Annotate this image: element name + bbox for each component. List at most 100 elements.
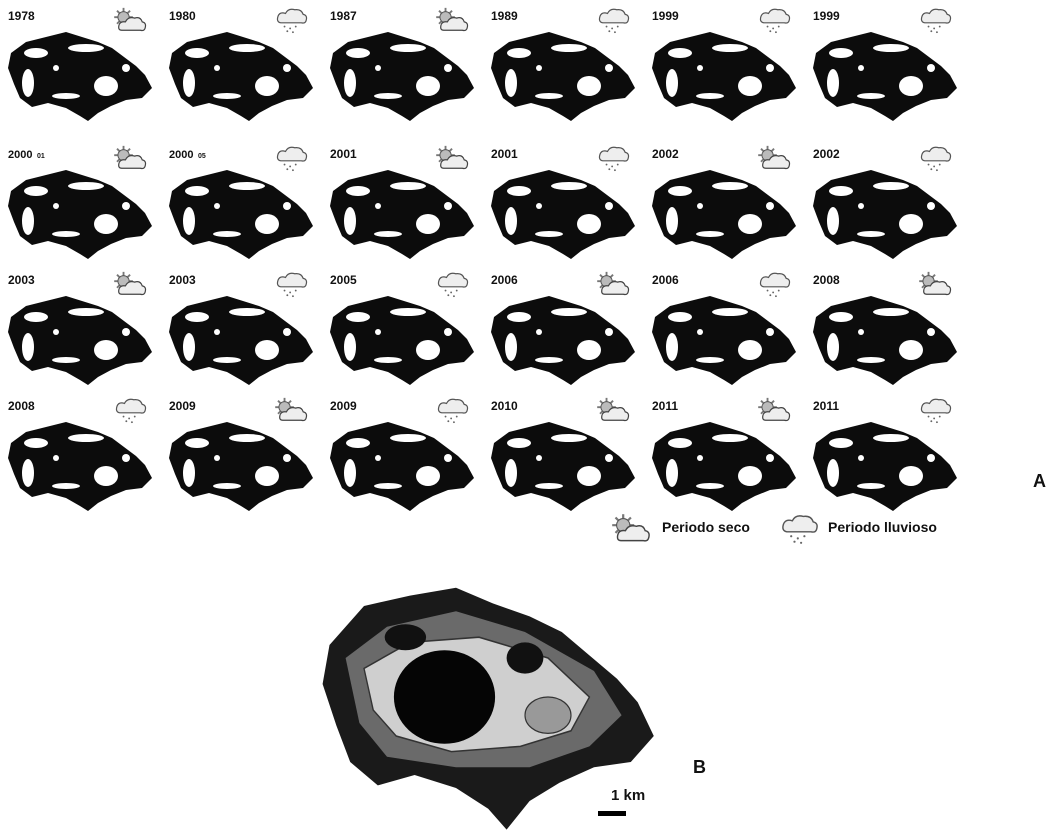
- map-panel: 2009: [169, 396, 313, 511]
- map: [330, 296, 474, 385]
- map-panel: 1978: [8, 6, 152, 121]
- map-panel: 2005: [330, 272, 474, 385]
- map-panel: 2003: [169, 272, 313, 385]
- period-icon: [758, 396, 791, 422]
- map-panel: 2008: [813, 270, 957, 385]
- period-icon: [276, 8, 308, 34]
- year-label: 2011: [813, 399, 839, 413]
- map-panel: 2011: [813, 398, 957, 511]
- year-label: 2000: [169, 149, 193, 161]
- period-icon: [920, 146, 952, 172]
- map-panel: 2010: [491, 396, 635, 511]
- year-label: 2003: [8, 273, 35, 287]
- year-label: 1989: [491, 9, 518, 23]
- map: [813, 296, 957, 385]
- map-panel: 2003: [8, 270, 152, 385]
- map-panel: 1980: [169, 8, 313, 121]
- map: [330, 32, 474, 121]
- year-label: 2000: [8, 149, 32, 161]
- period-icon: [597, 270, 630, 296]
- year-label: 2005: [330, 273, 357, 287]
- scale-bar: [598, 811, 626, 816]
- period-icon: [276, 146, 308, 172]
- year-label: 2001: [330, 147, 357, 161]
- legend-dry: Periodo seco: [662, 519, 750, 535]
- map: [491, 170, 635, 259]
- legend-icon-dry: [612, 513, 651, 542]
- map: [652, 32, 796, 121]
- map: [8, 296, 152, 385]
- map: [330, 422, 474, 511]
- panel-grid: 1978 1980 1987 1989 1999 1999 2000 01 2000 05 2001…: [8, 6, 957, 511]
- map-panel: 2001: [330, 144, 474, 259]
- map-panel: 1987: [330, 6, 474, 121]
- map: [652, 422, 796, 511]
- year-label: 1980: [169, 9, 196, 23]
- map: [813, 170, 957, 259]
- year-label: 1978: [8, 9, 35, 23]
- year-label: 1999: [813, 9, 840, 23]
- map-panel: 2001: [491, 146, 635, 259]
- period-icon: [759, 272, 791, 298]
- map: [491, 32, 635, 121]
- year-label: 1987: [330, 9, 357, 23]
- period-icon: [437, 398, 469, 424]
- year-label: 2001: [491, 147, 518, 161]
- year-label: 1999: [652, 9, 679, 23]
- legend-rain: Periodo lluvioso: [828, 519, 937, 535]
- period-icon: [436, 6, 469, 32]
- map-panel: 2006: [652, 272, 796, 385]
- map-panel: 2000 01: [8, 144, 152, 259]
- map-panel: 2011: [652, 396, 796, 511]
- year-label: 2011: [652, 399, 678, 413]
- map: [652, 170, 796, 259]
- year-label: 2002: [652, 147, 679, 161]
- map-panel: 2002: [813, 146, 957, 259]
- period-icon: [275, 396, 308, 422]
- year-label: 2003: [169, 273, 196, 287]
- map-b: [322, 587, 654, 830]
- year-label: 2009: [330, 399, 357, 413]
- period-icon: [597, 396, 630, 422]
- period-icon: [436, 144, 469, 170]
- year-label: 2006: [491, 273, 518, 287]
- map: [652, 296, 796, 385]
- year-label: 2008: [813, 273, 840, 287]
- period-icon: [919, 270, 952, 296]
- map: [169, 170, 313, 259]
- period-icon: [276, 272, 308, 298]
- map: [8, 170, 152, 259]
- map-panel: 2002: [652, 144, 796, 259]
- map: [8, 422, 152, 511]
- year-label: 2006: [652, 273, 679, 287]
- map: [330, 170, 474, 259]
- month-label: 01: [37, 153, 45, 160]
- panel-label-b: B: [693, 757, 706, 777]
- map: [169, 296, 313, 385]
- panel-label-a: A: [1033, 471, 1046, 491]
- year-label: 2009: [169, 399, 196, 413]
- map-panel: 2000 05: [169, 146, 313, 259]
- period-icon: [598, 8, 630, 34]
- period-icon: [115, 398, 147, 424]
- period-icon: [114, 144, 147, 170]
- period-icon: [920, 8, 952, 34]
- map-panel: 1999: [813, 8, 957, 121]
- period-icon: [920, 398, 952, 424]
- map: [813, 422, 957, 511]
- scale-label: 1 km: [611, 787, 645, 804]
- map-panel: 2008: [8, 398, 152, 511]
- period-icon: [114, 270, 147, 296]
- period-icon: [437, 272, 469, 298]
- period-icon: [759, 8, 791, 34]
- map: [169, 32, 313, 121]
- map: [8, 32, 152, 121]
- map-panel: 2006: [491, 270, 635, 385]
- period-icon: [598, 146, 630, 172]
- period-icon: [758, 144, 791, 170]
- year-label: 2010: [491, 399, 518, 413]
- year-label: 2008: [8, 399, 35, 413]
- legend-icon-rain: [782, 515, 818, 545]
